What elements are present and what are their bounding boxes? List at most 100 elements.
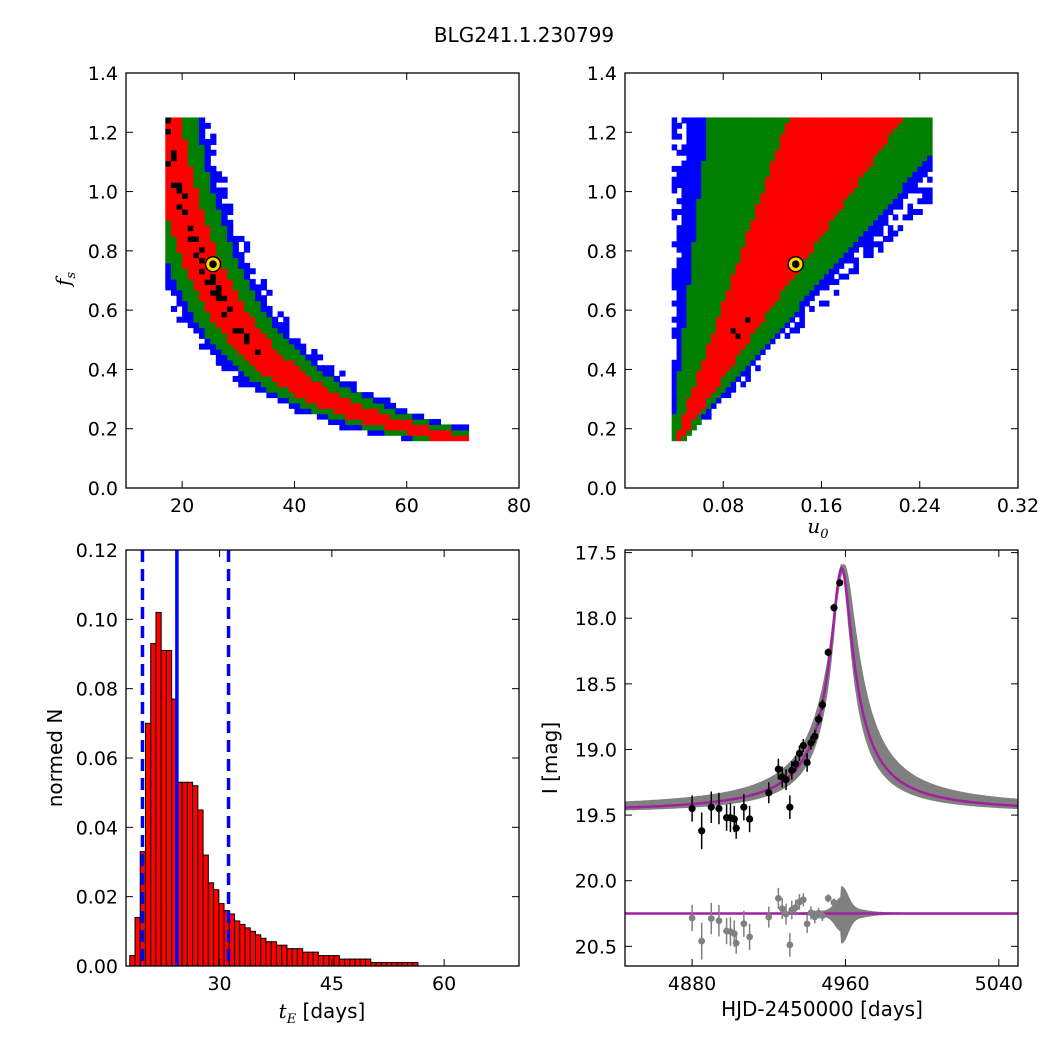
posterior-cell (311, 408, 318, 415)
posterior-cell (725, 160, 732, 167)
posterior-cell (769, 295, 776, 302)
posterior-cell (823, 128, 830, 135)
posterior-cell (814, 149, 820, 156)
posterior-cell (696, 230, 702, 237)
posterior-cell (429, 429, 436, 436)
posterior-cell (204, 284, 211, 291)
posterior-cell (710, 209, 717, 215)
posterior-cell (165, 252, 172, 259)
posterior-cell (745, 349, 751, 356)
posterior-cell (848, 187, 855, 194)
posterior-cell (833, 117, 840, 124)
posterior-cell (170, 187, 178, 194)
posterior-cell (210, 252, 217, 259)
posterior-cell (706, 354, 712, 361)
posterior-cell (288, 402, 296, 409)
histogram-bar (333, 955, 340, 967)
posterior-cell (760, 327, 766, 334)
posterior-cell (922, 133, 928, 140)
posterior-cell (848, 203, 855, 210)
posterior-cell (789, 117, 796, 124)
posterior-cell (232, 327, 239, 334)
posterior-cell (769, 149, 776, 156)
posterior-cell (838, 144, 845, 151)
posterior-cell (701, 327, 707, 334)
posterior-cell (814, 165, 820, 172)
posterior-cell (671, 397, 678, 404)
posterior-cell (170, 268, 178, 275)
posterior-cell (720, 128, 727, 135)
posterior-cell (266, 316, 273, 323)
posterior-cell (897, 144, 904, 151)
posterior-cell (193, 235, 200, 242)
posterior-cell (892, 176, 899, 183)
posterior-cell (765, 139, 771, 145)
posterior-cell (676, 257, 683, 264)
posterior-cell (715, 235, 722, 242)
posterior-cell (165, 149, 172, 156)
posterior-cell (755, 365, 761, 372)
posterior-cell (339, 397, 346, 404)
posterior-cell (823, 214, 830, 221)
posterior-cell (255, 295, 262, 302)
posterior-cell (356, 424, 363, 431)
fs-vs-u0-y-tick-label: 1.2 (587, 122, 617, 144)
posterior-cell (686, 305, 692, 312)
posterior-cell (784, 279, 791, 286)
posterior-cell (853, 182, 859, 189)
posterior-cell (730, 375, 737, 382)
posterior-cell (828, 262, 835, 269)
posterior-cell (710, 279, 717, 286)
posterior-cell (755, 160, 761, 167)
posterior-cell (725, 311, 732, 318)
posterior-cell (745, 225, 751, 232)
light-curve-y-tick-label: 18.0 (575, 608, 617, 630)
posterior-cell (799, 252, 805, 259)
posterior-cell (238, 349, 245, 356)
posterior-cell (339, 402, 346, 409)
posterior-cell (833, 128, 840, 135)
posterior-cell (361, 402, 369, 409)
posterior-cell (917, 128, 923, 135)
posterior-cell (740, 176, 746, 183)
posterior-cell (305, 381, 312, 388)
posterior-cell (300, 402, 307, 409)
posterior-cell (848, 192, 855, 199)
posterior-cell (922, 117, 928, 124)
posterior-cell (170, 122, 178, 129)
posterior-cell (706, 203, 712, 210)
posterior-cell (187, 295, 194, 302)
posterior-cell (311, 386, 318, 393)
posterior-cell (720, 332, 727, 339)
posterior-cell (221, 284, 228, 291)
posterior-cell (232, 322, 239, 329)
posterior-cell (725, 289, 732, 296)
posterior-cell (750, 235, 756, 242)
posterior-cell (765, 235, 771, 242)
posterior-cell (882, 176, 889, 183)
posterior-cell (266, 327, 273, 334)
posterior-cell (907, 182, 913, 189)
posterior-cell (730, 155, 737, 162)
posterior-cell (769, 182, 776, 189)
posterior-cell (769, 203, 776, 210)
posterior-cell (322, 365, 329, 372)
posterior-cell (671, 133, 678, 140)
posterior-cell (774, 284, 781, 291)
posterior-cell (210, 209, 217, 215)
posterior-cell (725, 316, 732, 323)
posterior-cell (917, 165, 923, 172)
posterior-cell (165, 122, 172, 129)
posterior-cell (434, 435, 441, 442)
posterior-cell (902, 139, 909, 145)
posterior-cell (887, 133, 894, 140)
posterior-cell (897, 149, 904, 156)
posterior-cell (696, 144, 702, 151)
posterior-cell (877, 176, 884, 183)
data-point (792, 760, 800, 768)
posterior-cell (260, 354, 267, 361)
posterior-cell (671, 165, 678, 172)
posterior-cell (701, 257, 707, 264)
posterior-cell (794, 252, 800, 259)
posterior-cell (745, 284, 751, 291)
